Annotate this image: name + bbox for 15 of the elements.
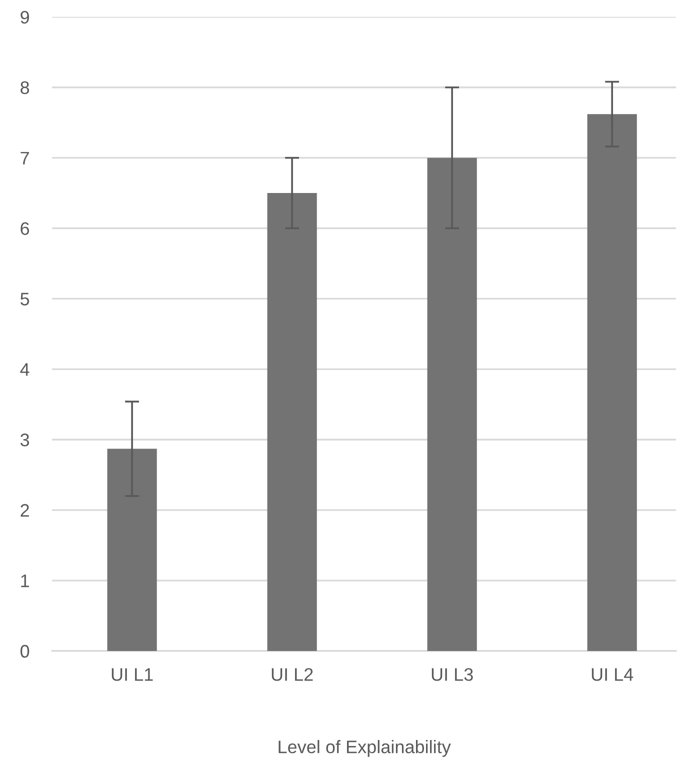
- y-tick-label: 7: [20, 152, 29, 164]
- x-tick-label: UI L1: [112, 668, 153, 681]
- y-tick-label: 6: [20, 222, 30, 235]
- y-tick-label: 4: [20, 363, 30, 376]
- x-tick-label: UI L2: [272, 668, 313, 681]
- y-tick-label: 1: [21, 574, 29, 588]
- y-tick-label: 0: [20, 644, 30, 658]
- y-tick-label: 5: [20, 292, 30, 306]
- y-tick-label: 8: [20, 81, 30, 94]
- y-tick-label: 2: [20, 504, 29, 517]
- y-tick-label: 3: [20, 434, 30, 446]
- x-tick-label: UI L4: [592, 668, 634, 681]
- y-tick-label: 9: [20, 10, 29, 24]
- x-tick-label: UI L3: [432, 668, 473, 681]
- x-axis-title: Level of Explainability: [278, 740, 451, 757]
